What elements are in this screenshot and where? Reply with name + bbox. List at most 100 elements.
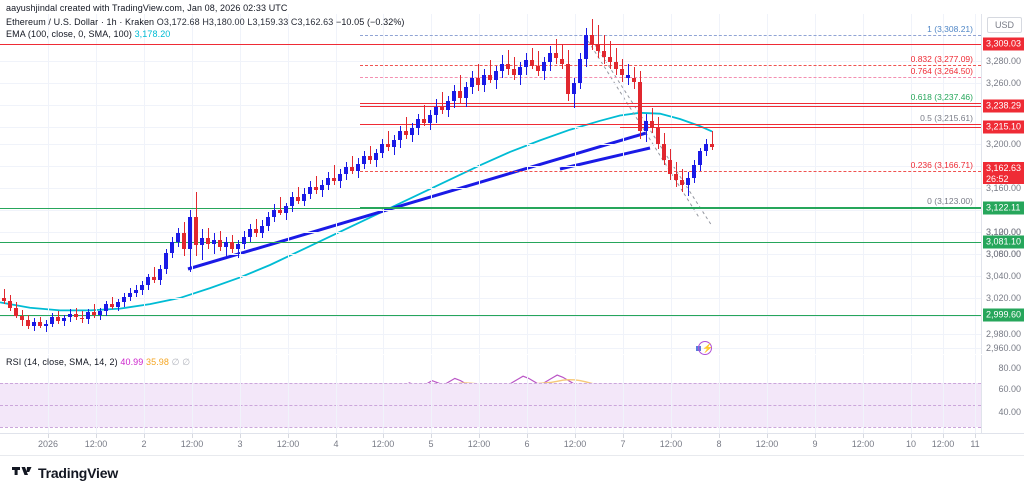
candle <box>206 14 210 354</box>
candle <box>8 14 12 354</box>
candle-body <box>548 53 552 63</box>
candle-body <box>656 127 660 144</box>
candle <box>410 14 414 354</box>
footer: TradingView <box>0 455 1024 489</box>
fib-line-0.764[interactable] <box>360 77 981 78</box>
price-gridline-v <box>575 14 576 354</box>
fib-line-0.5[interactable] <box>360 124 981 125</box>
candle-wick <box>387 131 389 152</box>
time-axis-tick <box>431 434 432 438</box>
fib-line-0.618[interactable] <box>360 103 981 104</box>
candle <box>548 14 552 354</box>
candle <box>188 14 192 354</box>
candle-wick <box>537 51 539 77</box>
candle <box>56 14 60 354</box>
time-axis-label: 9 <box>812 439 818 449</box>
sr-line-support-3[interactable] <box>0 315 981 316</box>
candle-wick <box>489 60 491 84</box>
fib-line-0.832[interactable] <box>360 65 981 66</box>
fib-label-1: 1 (3,308.21) <box>927 24 973 34</box>
candle-body <box>230 241 234 249</box>
sr-line-resistance-1[interactable] <box>0 44 981 45</box>
fib-label-0.5: 0.5 (3,215.61) <box>920 113 973 123</box>
price-gridline-h <box>0 188 981 189</box>
candle-wick <box>279 197 281 216</box>
time-axis-tick <box>815 434 816 438</box>
rsi-level-50 <box>0 405 981 407</box>
candle <box>416 14 420 354</box>
rsi-gridline-v <box>144 355 145 433</box>
candle-body <box>374 152 378 160</box>
price-gridline-v <box>431 14 432 354</box>
fib-line-1[interactable] <box>360 35 981 36</box>
candle <box>98 14 102 354</box>
candle <box>668 14 672 354</box>
candle-wick <box>405 117 407 139</box>
candle-body <box>146 277 150 286</box>
time-axis[interactable]: 2026 12:00 2 12:00 3 12:00 4 12:00 5 12:00 6 12:00 7… <box>0 433 1024 456</box>
rsi-pane[interactable] <box>0 355 981 433</box>
candle-body <box>704 143 708 152</box>
candle <box>248 14 252 354</box>
candle-body <box>488 74 492 80</box>
ema-legend[interactable]: EMA (100, close, 0, SMA, 100) 3,178.20 <box>6 29 170 39</box>
rsi-gridline-v <box>767 355 768 433</box>
candle <box>476 14 480 354</box>
price-badge: 3,122.11 <box>983 201 1024 215</box>
candle <box>428 14 432 354</box>
candle <box>182 14 186 354</box>
rsi-gridline-v <box>815 355 816 433</box>
trendline-ascending[interactable] <box>187 131 647 271</box>
sr-line-support-2[interactable] <box>0 242 981 243</box>
candle-body <box>284 206 288 214</box>
candle-body <box>296 197 300 201</box>
candle <box>236 14 240 354</box>
candle <box>380 14 384 354</box>
candle-body <box>44 323 48 327</box>
price-gridline-v <box>719 14 720 354</box>
candle <box>512 14 516 354</box>
candle-wick <box>351 156 353 175</box>
time-axis-tick <box>911 434 912 438</box>
time-axis-label: 8 <box>716 439 722 449</box>
candle <box>200 14 204 354</box>
candle-wick <box>237 240 239 258</box>
candle-body <box>710 143 714 148</box>
tradingview-logo[interactable]: TradingView <box>12 464 118 481</box>
sr-line-resistance-3[interactable] <box>620 127 981 128</box>
time-axis-tick <box>527 434 528 438</box>
sr-line-resistance-2[interactable] <box>360 106 981 107</box>
candle <box>464 14 468 354</box>
candle-body <box>218 240 222 248</box>
fib-label-0.236: 0.236 (3,166.71) <box>910 160 973 170</box>
candle <box>134 14 138 354</box>
candle <box>650 14 654 354</box>
ema-legend-name: EMA (100, close, 0, SMA, 100) <box>6 29 132 39</box>
candle <box>368 14 372 354</box>
candle-body <box>104 304 108 312</box>
candle <box>692 14 696 354</box>
price-chart-pane[interactable]: 1 (3,308.21) 0.832 (3,277.09) 0.764 (3,264… <box>0 14 981 354</box>
candle-body <box>542 62 546 71</box>
candle-body <box>386 143 390 148</box>
candle-body <box>188 216 192 249</box>
fib-line-0[interactable] <box>360 207 981 208</box>
rsi-legend[interactable]: RSI (14, close, SMA, 14, 2) 40.99 35.98 … <box>6 357 190 368</box>
candle <box>26 14 30 354</box>
candle <box>440 14 444 354</box>
price-axis-tick: 3,200.00 <box>985 139 1021 149</box>
lightning-badge-icon[interactable]: ⚡ <box>696 341 713 358</box>
rsi-axis[interactable]: 80.00 60.00 40.00 <box>981 355 1024 433</box>
time-axis-tick <box>975 434 976 438</box>
candle-body <box>686 177 690 185</box>
candle-body <box>308 186 312 194</box>
price-axis-tick: 3,020.00 <box>985 293 1021 303</box>
price-axis[interactable]: USD 3,300.003,280.003,260.003,240.003,22… <box>981 14 1024 369</box>
sr-line-support-1[interactable] <box>0 208 981 209</box>
time-axis-tick <box>240 434 241 438</box>
candle-body <box>662 143 666 160</box>
candle <box>212 14 216 354</box>
candle <box>620 14 624 354</box>
candle-body <box>626 74 630 79</box>
candle <box>296 14 300 354</box>
